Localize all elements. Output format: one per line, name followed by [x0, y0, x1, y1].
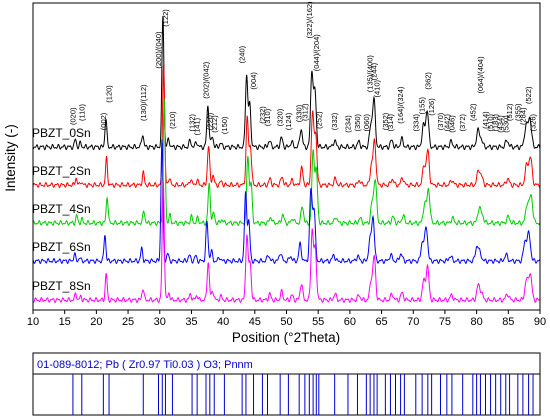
peak-index-label: (352) — [381, 112, 390, 130]
x-tick-label: 35 — [185, 316, 197, 328]
series-label: PBZT_6Sn — [32, 240, 91, 254]
series-label: PBZT_4Sn — [32, 202, 91, 216]
x-tick-label: 25 — [122, 316, 134, 328]
peak-labels: (020) (110) (002) (120) (130)/(112) (200)/(04… — [68, 1, 537, 136]
peak-index-label: (130)/(112) — [139, 84, 148, 121]
x-tick-label: 55 — [312, 316, 324, 328]
peak-index-label: (326) — [529, 113, 538, 131]
x-axis-label: Position (°2Theta) — [232, 330, 340, 345]
peak-index-label: (252) — [314, 111, 323, 129]
peak-index-label: (355) — [513, 103, 522, 121]
peak-index-label: (240) — [238, 45, 247, 63]
pattern-line — [32, 15, 541, 151]
peak-index-label: (164)/(324) — [396, 86, 405, 124]
pattern-line — [32, 180, 541, 304]
x-tick-label: 15 — [59, 316, 71, 328]
x-tick-label: 30 — [154, 316, 166, 328]
peak-index-label: (155) — [418, 96, 427, 114]
series-label: PBZT_0Sn — [32, 126, 91, 140]
peak-index-label: (312) — [300, 103, 309, 121]
peak-index-label: (220) — [205, 112, 214, 130]
x-tick-label: 85 — [502, 316, 514, 328]
peak-index-label: (442) — [442, 113, 451, 131]
peak-index-label: (244) — [370, 62, 379, 80]
peak-index-label: (120) — [105, 85, 114, 103]
peak-index-label: (150) — [220, 116, 229, 134]
peak-index-label: (210) — [168, 111, 177, 129]
peak-index-label: (320) — [276, 108, 285, 126]
peak-index-label: (510) — [486, 113, 495, 131]
diffraction-patterns — [32, 15, 541, 304]
x-tick-label: 20 — [90, 316, 102, 328]
peak-index-label: (522) — [524, 86, 533, 104]
peak-index-label: (002) — [99, 112, 108, 130]
x-tick-label: 70 — [407, 316, 419, 328]
peak-index-label: (183) — [491, 113, 500, 131]
pattern-line — [32, 139, 541, 265]
peak-index-label: (314) — [386, 113, 395, 131]
peak-index-label: (060) — [362, 113, 371, 131]
peak-index-label: (410) — [373, 79, 382, 97]
peak-index-label: (530) — [501, 115, 510, 133]
reference-lines — [72, 374, 534, 415]
peak-index-label: (284) — [518, 107, 527, 125]
pattern-line — [32, 98, 541, 227]
peak-index-label: (372) — [458, 113, 467, 131]
peak-index-label: (212) — [210, 115, 219, 133]
peak-index-label: (122) — [161, 9, 170, 27]
peak-index-label: (362) — [423, 72, 432, 90]
peak-index-label: (110) — [77, 104, 86, 121]
reference-label: 01-089-8012; Pb ( Zr0.97 Ti0.03 ) O3; Pn… — [37, 359, 253, 371]
peak-index-label: (202)/(042) — [202, 61, 211, 99]
x-tick-label: 45 — [249, 316, 261, 328]
peak-index-label: (046) — [447, 115, 456, 133]
reference-panel-frame — [32, 352, 541, 416]
x-tick-label: 80 — [471, 316, 483, 328]
series-label: PBZT_8Sn — [32, 279, 91, 293]
peak-index-label: (434) — [496, 115, 505, 133]
peak-index-label: (135)/(400) — [366, 55, 375, 93]
x-tick-label: 40 — [217, 316, 229, 328]
peak-index-label: (310) — [263, 108, 272, 126]
x-tick-label: 50 — [280, 316, 292, 328]
peak-index-label: (064)/(404) — [476, 56, 485, 94]
peak-index-label: (370) — [436, 112, 445, 130]
peak-index-label: (232) — [258, 106, 267, 124]
peak-index-label: (332) — [330, 112, 339, 130]
peak-index-label: (322)/(162) — [305, 1, 314, 39]
x-tick-label: 75 — [439, 316, 451, 328]
series-labels: PBZT_0Sn PBZT_2Sn PBZT_4Sn PBZT_6Sn PBZT_8Sn — [32, 126, 91, 293]
peak-index-label: (004) — [249, 72, 258, 90]
x-tick-label: 10 — [27, 316, 39, 328]
peak-index-label: (141) — [193, 117, 202, 135]
series-label: PBZT_2Sn — [32, 164, 91, 178]
peak-index-label: (330) — [295, 104, 304, 122]
peak-index-label: (512) — [505, 103, 514, 121]
peak-index-label: (020) — [68, 107, 77, 125]
plot-frame — [32, 2, 541, 311]
peak-index-label: (234) — [344, 115, 353, 133]
x-tick-label: 65 — [375, 316, 387, 328]
peak-index-label: (200)/(040) — [154, 31, 163, 69]
pattern-line — [32, 64, 541, 189]
x-tick-label: 90 — [534, 316, 546, 328]
peak-index-label: (452) — [468, 103, 477, 121]
peak-index-label: (414) — [481, 111, 490, 129]
peak-index-label: (334) — [411, 113, 420, 131]
peak-index-label: (124) — [284, 112, 293, 130]
peak-index-label: (350) — [353, 113, 362, 131]
peak-index-label: (044)/(204) — [312, 34, 321, 72]
x-axis-ticks: 10 15 20 25 30 35 40 45 50 55 60 65 70 75 80 85 90 — [27, 310, 546, 328]
peak-index-label: (132) — [188, 113, 197, 131]
y-axis-label: Intensity (-) — [3, 124, 18, 192]
peak-index-label: (126) — [427, 98, 436, 116]
x-tick-label: 60 — [344, 316, 356, 328]
